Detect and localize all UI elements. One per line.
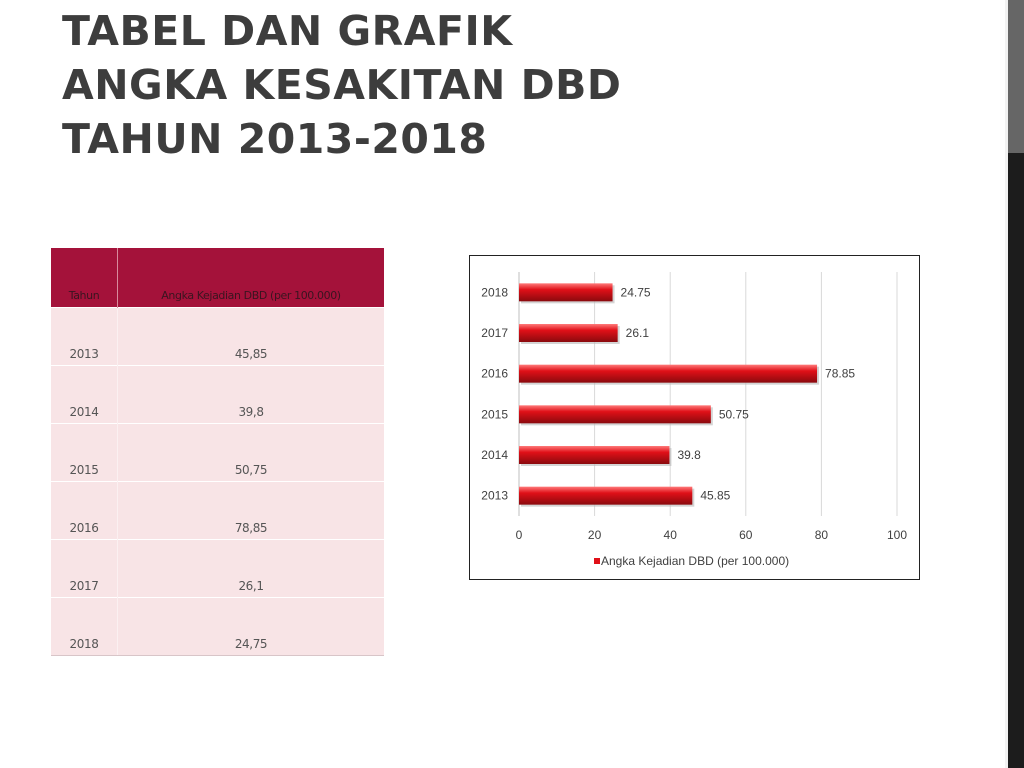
data-label: 45.85 xyxy=(700,489,730,503)
legend-label: Angka Kejadian DBD (per 100.000) xyxy=(601,554,789,568)
table-row: 2014 39,8 xyxy=(51,365,384,424)
y-tick-label: 2015 xyxy=(481,407,508,421)
table-row: 2017 26,1 xyxy=(51,539,384,598)
slide-title-line-1: TABEL DAN GRAFIK xyxy=(62,7,513,55)
data-label: 24.75 xyxy=(621,285,651,299)
cell-year: 2017 xyxy=(51,539,118,598)
data-table: Tahun Angka Kejadian DBD (per 100.000) 2… xyxy=(51,248,384,656)
bar xyxy=(519,364,818,383)
cell-year: 2013 xyxy=(51,307,118,366)
x-tick-label: 0 xyxy=(516,528,523,542)
cell-value: 24,75 xyxy=(117,597,384,656)
cell-year: 2018 xyxy=(51,597,118,656)
slide-title-line-2: ANGKA KESAKITAN DBD xyxy=(62,61,622,109)
data-label: 50.75 xyxy=(719,407,749,421)
cell-value: 78,85 xyxy=(117,481,384,540)
y-tick-label: 2014 xyxy=(481,448,508,462)
cell-year: 2016 xyxy=(51,481,118,540)
y-tick-label: 2018 xyxy=(481,285,508,299)
bar-chart-svg: 0 20 40 60 80 100 2013 45.85 2014 39.8 2015 50.75 20… xyxy=(481,272,907,568)
data-label: 78.85 xyxy=(825,367,855,381)
bar xyxy=(519,405,711,424)
x-tick-label: 80 xyxy=(815,528,829,542)
data-label: 39.8 xyxy=(677,448,701,462)
bar xyxy=(519,324,618,342)
cell-value: 39,8 xyxy=(117,365,384,424)
table-row: 2018 24,75 xyxy=(51,597,384,656)
header-year: Tahun xyxy=(51,248,118,308)
bar xyxy=(519,283,613,302)
y-tick-label: 2017 xyxy=(481,326,508,340)
cell-year: 2014 xyxy=(51,365,118,424)
table-row: 2016 78,85 xyxy=(51,481,384,540)
slide-title-line-3: TAHUN 2013-2018 xyxy=(62,115,488,163)
x-tick-label: 20 xyxy=(588,528,602,542)
cell-value: 50,75 xyxy=(117,423,384,482)
bar xyxy=(519,486,693,505)
bar xyxy=(519,446,670,464)
slide-title: TABEL DAN GRAFIK ANGKA KESAKITAN DBD TAH… xyxy=(62,4,621,166)
cell-value: 45,85 xyxy=(117,307,384,366)
y-tick-label: 2016 xyxy=(481,367,508,381)
cell-year: 2015 xyxy=(51,423,118,482)
side-bar-line xyxy=(1005,0,1008,768)
table-row: 2015 50,75 xyxy=(51,423,384,482)
header-incidence: Angka Kejadian DBD (per 100.000) xyxy=(117,248,384,308)
side-bar xyxy=(1008,0,1024,768)
y-tick-label: 2013 xyxy=(481,489,508,503)
bar-chart: 0 20 40 60 80 100 2013 45.85 2014 39.8 2015 50.75 20… xyxy=(469,255,920,580)
side-bar-accent xyxy=(1008,0,1024,153)
legend-swatch xyxy=(594,558,600,564)
cell-value: 26,1 xyxy=(117,539,384,598)
data-label: 26.1 xyxy=(626,326,650,340)
x-tick-label: 40 xyxy=(664,528,678,542)
x-tick-label: 100 xyxy=(887,528,907,542)
table-header-row: Tahun Angka Kejadian DBD (per 100.000) xyxy=(51,248,384,308)
x-tick-label: 60 xyxy=(739,528,753,542)
table-row: 2013 45,85 xyxy=(51,307,384,366)
